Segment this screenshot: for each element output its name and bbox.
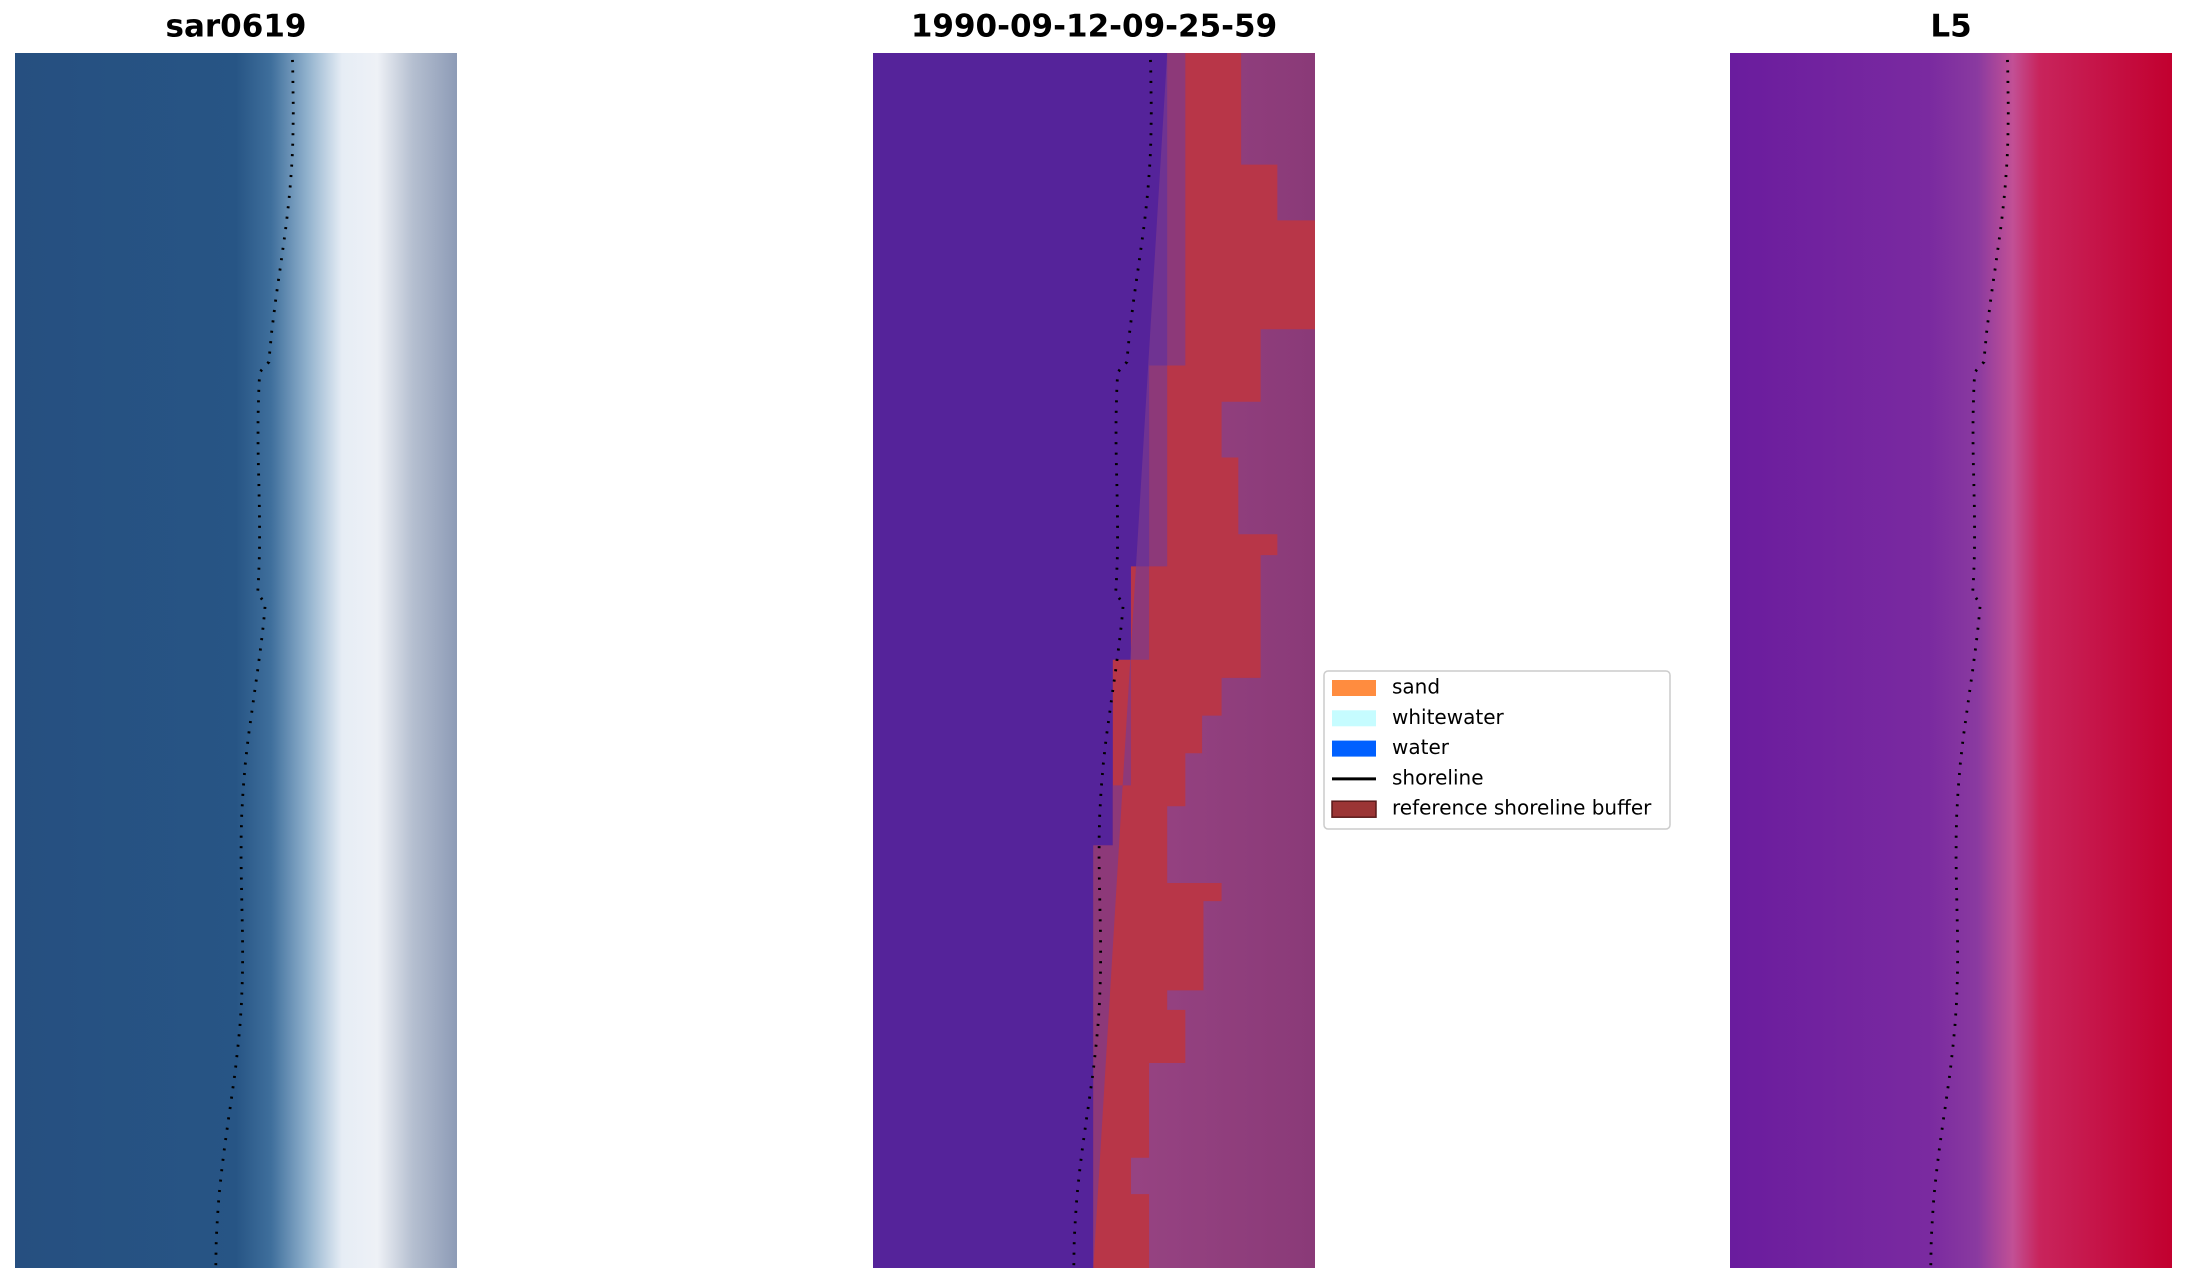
legend-swatch [1332, 680, 1376, 696]
image [15, 53, 457, 1268]
panel-title: L5 [1930, 9, 1971, 45]
panel-3: L5 [1730, 9, 2172, 1268]
legend-swatch [1332, 740, 1376, 757]
legend: sand whitewater water shoreline reference sh… [1323, 670, 1671, 830]
legend-label: whitewater [1392, 705, 1504, 729]
legend-label: shoreline [1392, 765, 1484, 789]
legend-box [1323, 670, 1671, 830]
panel-title: 1990-09-12-09-25-59 [911, 9, 1277, 45]
legend-label: sand [1392, 675, 1440, 699]
shoreline [1929, 59, 2010, 1268]
legend-swatch [1331, 800, 1377, 818]
image [873, 53, 1315, 1268]
legend-label: reference shoreline buffer [1392, 796, 1652, 820]
image [1730, 53, 2172, 1268]
shoreline [1072, 59, 1153, 1268]
panel-1: sar0619 [15, 9, 457, 1268]
panel-title: sar0619 [166, 9, 307, 45]
shoreline [214, 59, 295, 1268]
panel-2: 1990-09-12-09-25-59 [873, 9, 1315, 1268]
legend-label: water [1392, 735, 1450, 759]
legend-swatch [1332, 710, 1376, 727]
